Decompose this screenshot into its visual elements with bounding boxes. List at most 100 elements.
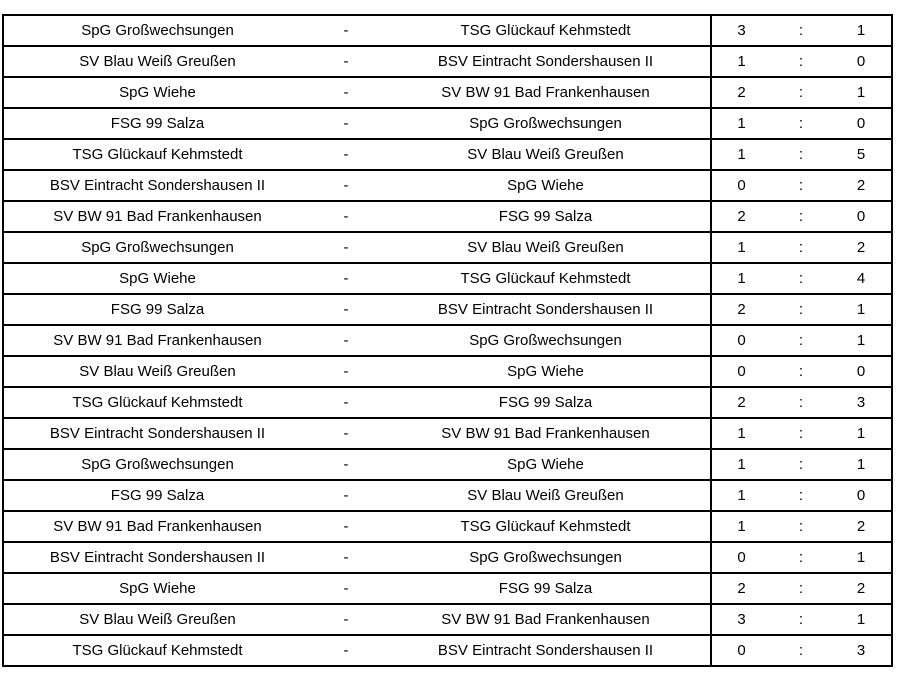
home-score-cell: 0 [710,541,771,574]
score-colon-separator: : [771,634,831,667]
away-score-cell: 0 [831,479,892,512]
home-score-cell: 1 [710,510,771,543]
score-colon-separator: : [771,231,831,264]
home-score-cell: 1 [710,138,771,171]
away-team-cell: SpG Großwechsungen [381,541,711,574]
home-team-cell: SpG Großwechsungen [3,448,311,481]
home-score-cell: 0 [710,169,771,202]
score-colon-separator: : [771,262,831,295]
score-colon-separator: : [771,107,831,140]
home-team-cell: BSV Eintracht Sondershausen II [3,417,311,450]
away-team-cell: BSV Eintracht Sondershausen II [381,293,711,326]
home-score-cell: 1 [710,231,771,264]
away-team-cell: TSG Glückauf Kehmstedt [381,262,711,295]
vs-dash-separator: - [311,386,381,419]
away-team-cell: FSG 99 Salza [381,386,711,419]
score-colon-separator: : [771,603,831,636]
home-team-cell: TSG Glückauf Kehmstedt [3,634,311,667]
vs-dash-separator: - [311,14,381,47]
away-team-cell: FSG 99 Salza [381,572,711,605]
score-colon-separator: : [771,572,831,605]
match-row: FSG 99 Salza - BSV Eintracht Sondershaus… [3,293,892,326]
vs-dash-separator: - [311,634,381,667]
away-team-cell: TSG Glückauf Kehmstedt [381,510,711,543]
away-team-cell: SV BW 91 Bad Frankenhausen [381,417,711,450]
away-team-cell: FSG 99 Salza [381,200,711,233]
home-team-cell: SpG Großwechsungen [3,231,311,264]
match-row: SpG Wiehe - FSG 99 Salza 2 : 2 [3,572,892,605]
score-colon-separator: : [771,386,831,419]
home-team-cell: SpG Wiehe [3,76,311,109]
home-team-cell: TSG Glückauf Kehmstedt [3,138,311,171]
away-team-cell: SpG Großwechsungen [381,324,711,357]
away-score-cell: 0 [831,200,892,233]
vs-dash-separator: - [311,572,381,605]
home-score-cell: 1 [710,107,771,140]
away-score-cell: 1 [831,14,892,47]
home-team-cell: SpG Wiehe [3,262,311,295]
match-row: SpG Wiehe - SV BW 91 Bad Frankenhausen 2… [3,76,892,109]
score-colon-separator: : [771,45,831,78]
vs-dash-separator: - [311,293,381,326]
home-team-cell: BSV Eintracht Sondershausen II [3,169,311,202]
score-colon-separator: : [771,510,831,543]
away-score-cell: 4 [831,262,892,295]
vs-dash-separator: - [311,76,381,109]
away-team-cell: SV Blau Weiß Greußen [381,138,711,171]
home-score-cell: 0 [710,355,771,388]
away-score-cell: 1 [831,76,892,109]
away-team-cell: BSV Eintracht Sondershausen II [381,45,711,78]
match-row: TSG Glückauf Kehmstedt - BSV Eintracht S… [3,634,892,667]
match-row: SV Blau Weiß Greußen - SV BW 91 Bad Fran… [3,603,892,636]
away-score-cell: 2 [831,231,892,264]
score-colon-separator: : [771,14,831,47]
home-team-cell: SV Blau Weiß Greußen [3,45,311,78]
match-row: SpG Wiehe - TSG Glückauf Kehmstedt 1 : 4 [3,262,892,295]
away-score-cell: 0 [831,355,892,388]
home-team-cell: SV BW 91 Bad Frankenhausen [3,510,311,543]
match-row: SV BW 91 Bad Frankenhausen - FSG 99 Salz… [3,200,892,233]
vs-dash-separator: - [311,107,381,140]
away-team-cell: SV Blau Weiß Greußen [381,231,711,264]
away-score-cell: 3 [831,386,892,419]
away-score-cell: 2 [831,572,892,605]
match-row: FSG 99 Salza - SV Blau Weiß Greußen 1 : … [3,479,892,512]
home-team-cell: TSG Glückauf Kehmstedt [3,386,311,419]
match-row: BSV Eintracht Sondershausen II - SpG Wie… [3,169,892,202]
home-team-cell: SV BW 91 Bad Frankenhausen [3,200,311,233]
score-colon-separator: : [771,541,831,574]
score-colon-separator: : [771,355,831,388]
match-row: SV Blau Weiß Greußen - SpG Wiehe 0 : 0 [3,355,892,388]
home-team-cell: SpG Großwechsungen [3,14,311,47]
home-score-cell: 2 [710,293,771,326]
score-colon-separator: : [771,324,831,357]
home-team-cell: BSV Eintracht Sondershausen II [3,541,311,574]
home-team-cell: SV Blau Weiß Greußen [3,355,311,388]
score-colon-separator: : [771,169,831,202]
away-score-cell: 3 [831,634,892,667]
home-score-cell: 1 [710,262,771,295]
away-score-cell: 2 [831,169,892,202]
away-score-cell: 1 [831,293,892,326]
away-score-cell: 1 [831,603,892,636]
vs-dash-separator: - [311,231,381,264]
away-score-cell: 1 [831,324,892,357]
vs-dash-separator: - [311,200,381,233]
away-team-cell: SpG Wiehe [381,169,711,202]
match-row: BSV Eintracht Sondershausen II - SpG Gro… [3,541,892,574]
score-colon-separator: : [771,417,831,450]
match-results-table: SpG Großwechsungen - TSG Glückauf Kehmst… [2,14,893,667]
away-score-cell: 1 [831,541,892,574]
vs-dash-separator: - [311,324,381,357]
away-score-cell: 1 [831,448,892,481]
home-team-cell: SV BW 91 Bad Frankenhausen [3,324,311,357]
match-results-body: SpG Großwechsungen - TSG Glückauf Kehmst… [3,14,892,667]
vs-dash-separator: - [311,541,381,574]
vs-dash-separator: - [311,479,381,512]
match-row: SpG Großwechsungen - TSG Glückauf Kehmst… [3,14,892,47]
home-score-cell: 2 [710,76,771,109]
vs-dash-separator: - [311,448,381,481]
score-colon-separator: : [771,448,831,481]
vs-dash-separator: - [311,603,381,636]
match-row: SV Blau Weiß Greußen - BSV Eintracht Son… [3,45,892,78]
